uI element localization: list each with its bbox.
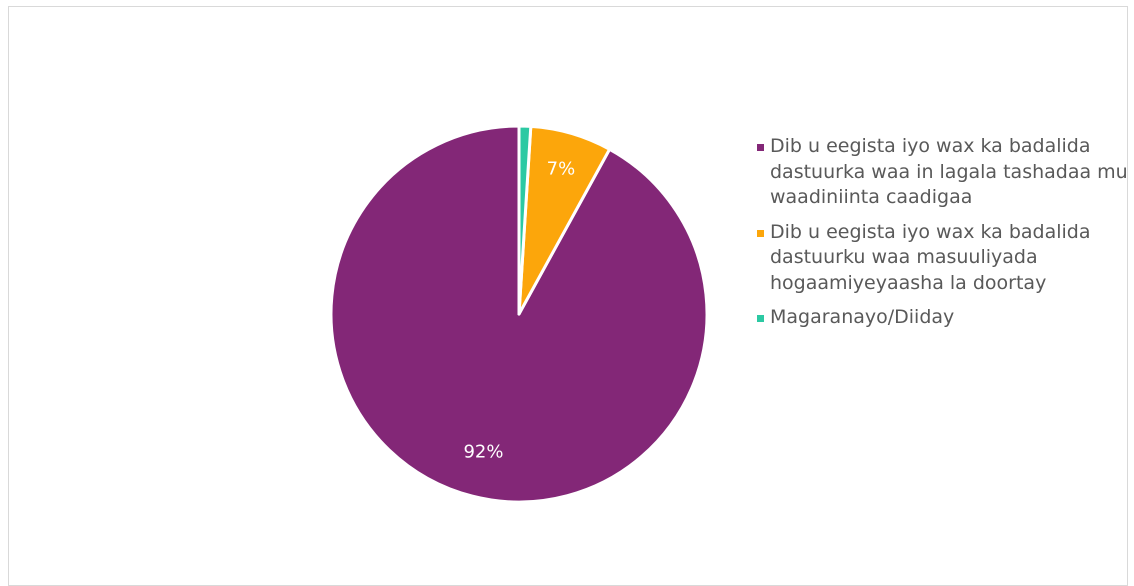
data-label-1: 7% [547,159,576,180]
legend-label-2: Magaranayo/Diiday [770,306,955,328]
legend-label-0: Dib u eegista iyo wax ka badalida dastuu… [770,135,1128,208]
legend: Dib u eegista iyo wax ka badalida dastuu… [757,134,1129,340]
legend-item-2: Magaranayo/Diiday [757,305,1129,331]
legend-swatch-0 [757,144,764,151]
pie-slice-2 [517,124,533,316]
legend-item-0: Dib u eegista iyo wax ka badalida dastuu… [757,134,1129,211]
legend-swatch-1 [757,229,764,237]
pie-chart: 92% 7% [329,124,709,504]
data-label-0: 92% [463,441,503,462]
legend-item-1: Dib u eegista iyo wax ka badalida dastuu… [757,220,1129,297]
legend-label-1: Dib u eegista iyo wax ka badalida dastuu… [770,220,1091,294]
legend-swatch-2 [757,315,764,322]
